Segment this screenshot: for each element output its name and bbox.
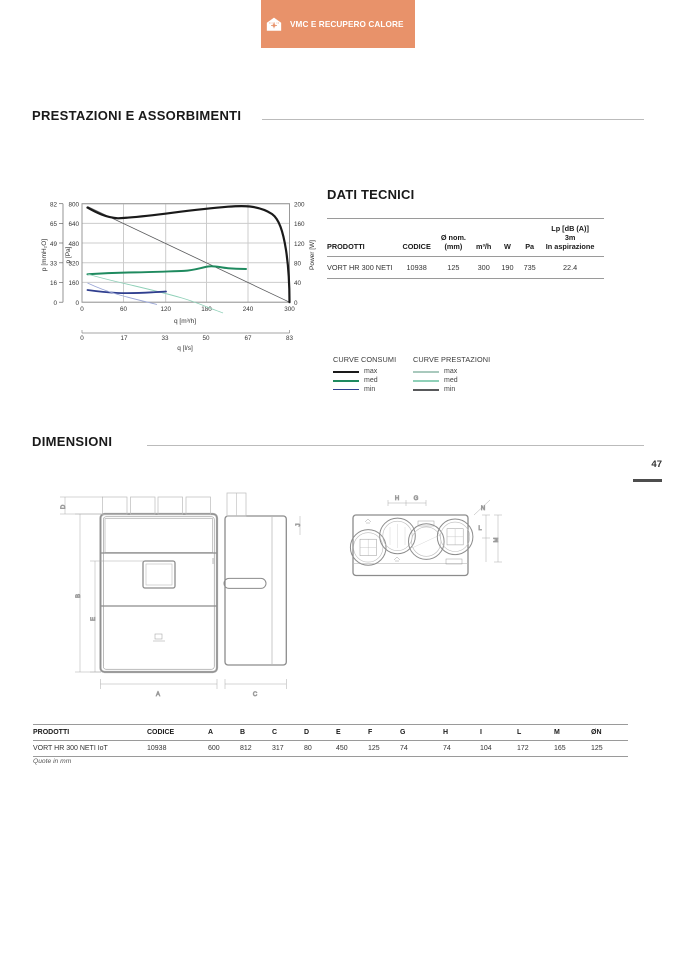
svg-text:H: H	[395, 496, 399, 502]
svg-text:E: E	[91, 617, 97, 621]
svg-text:A: A	[156, 692, 160, 698]
svg-text:D: D	[61, 504, 67, 509]
svg-text:N: N	[481, 506, 485, 512]
svg-text:M: M	[494, 538, 500, 543]
svg-text:B: B	[76, 594, 82, 598]
svg-text:L: L	[478, 526, 482, 532]
svg-text:C: C	[253, 692, 258, 698]
svg-text:G: G	[414, 496, 419, 502]
svg-text:J: J	[296, 524, 302, 527]
